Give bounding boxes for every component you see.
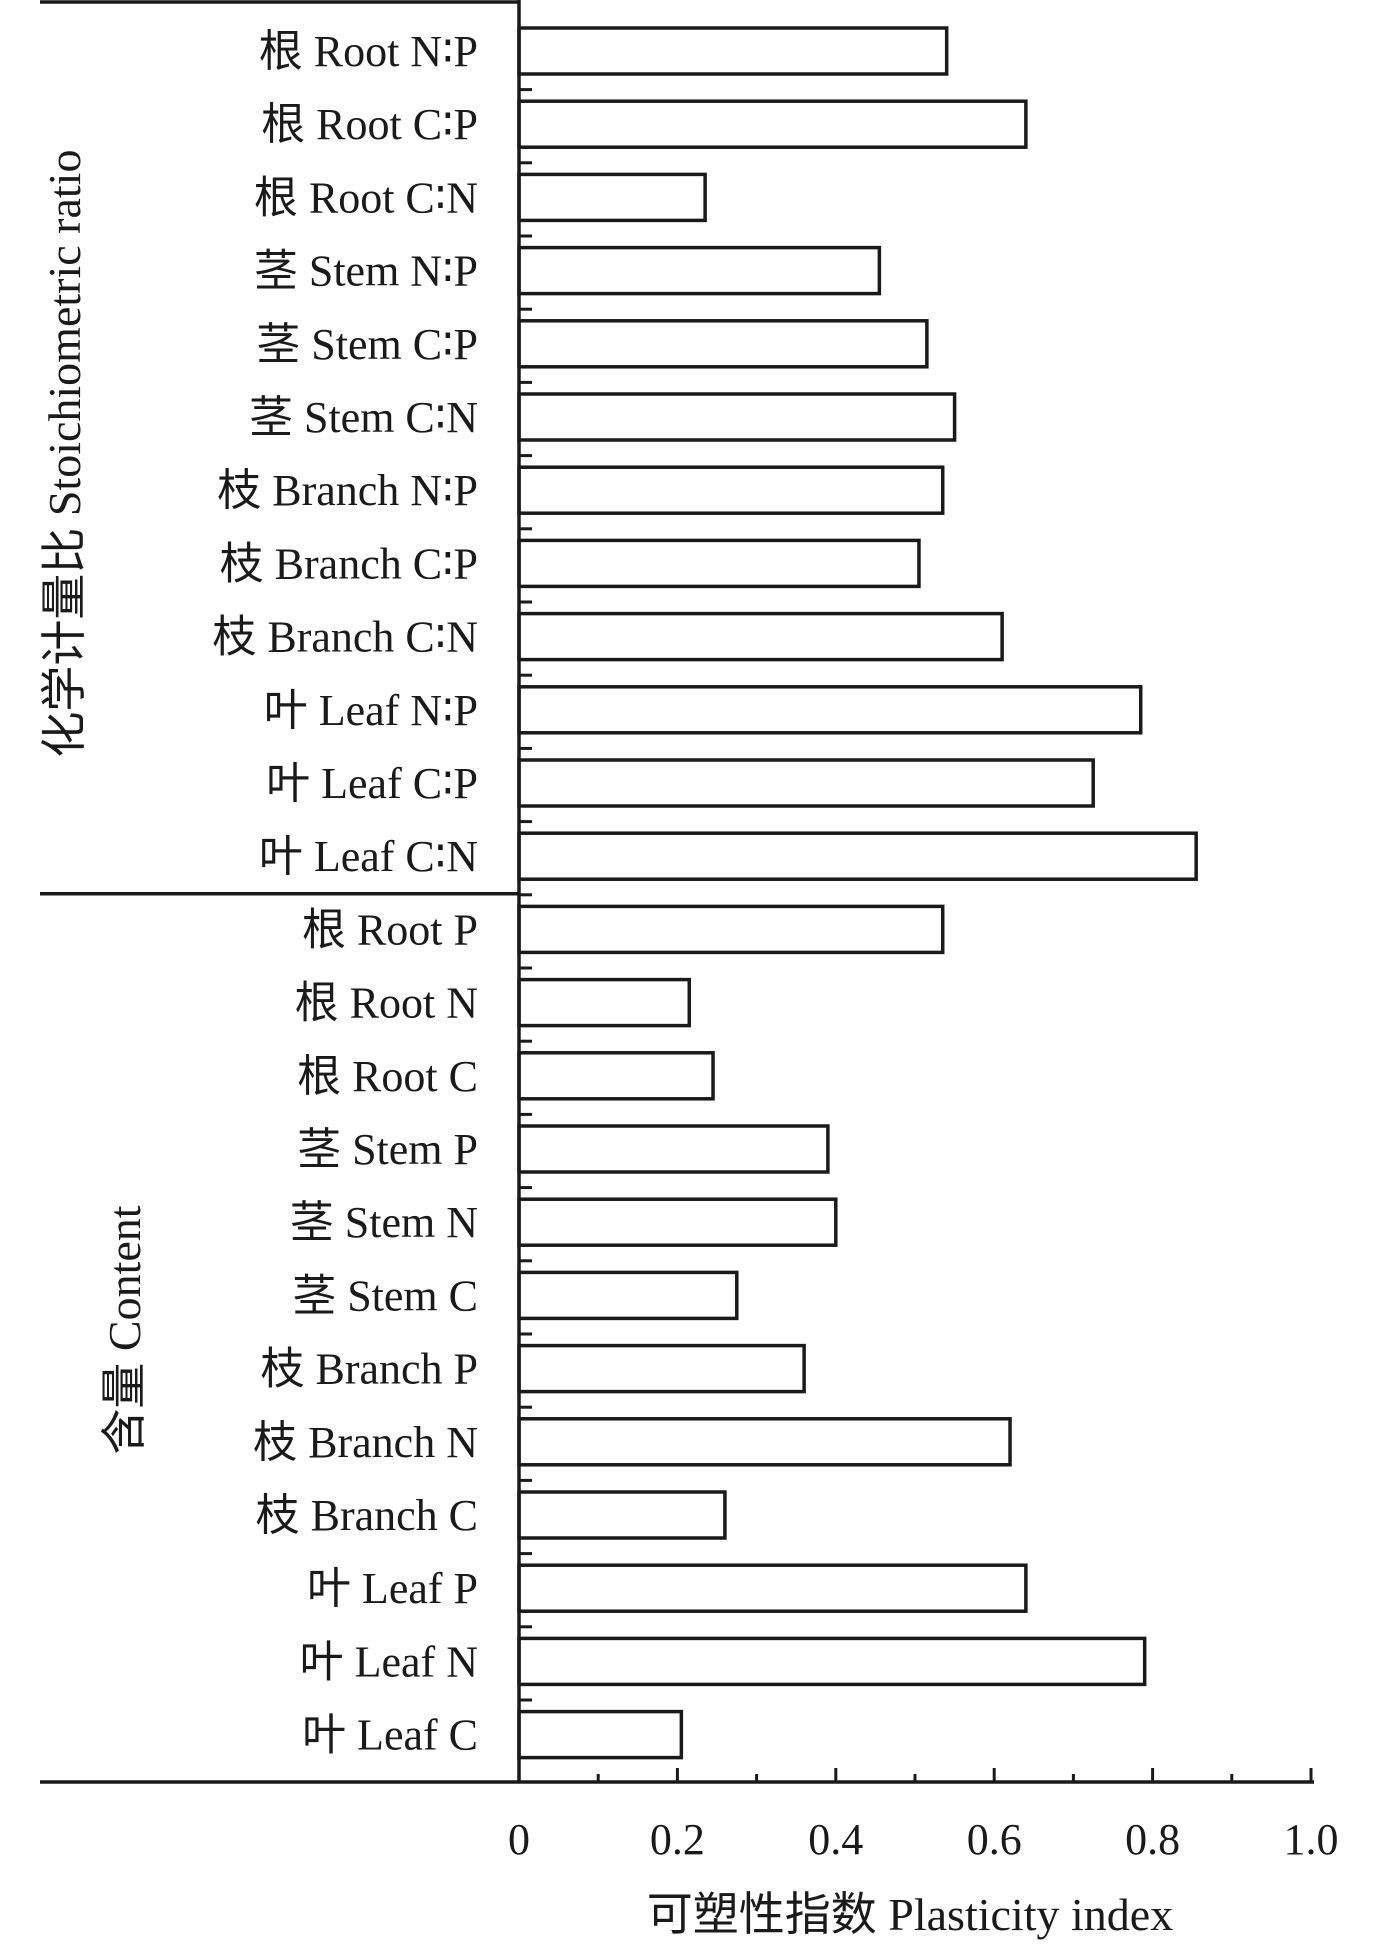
bar-1-0 <box>517 904 945 955</box>
x-axis-title: 可塑性指数 Plasticity index <box>647 1889 1173 1940</box>
group-title: 化学计量比 Stoichiometric ratio <box>39 150 90 758</box>
bar-1-7 <box>517 1417 1012 1467</box>
category-label: 茎 Stem P <box>297 1125 478 1174</box>
bar-0-6 <box>517 465 945 515</box>
bar-0-11 <box>517 831 1198 881</box>
category-label: 茎 Stem N <box>290 1198 478 1247</box>
ticks-layer <box>517 88 1313 1782</box>
category-label: 枝 Branch N <box>253 1418 478 1467</box>
category-label: 根 Root P <box>302 905 478 954</box>
category-label: 茎 Stem C∶P <box>256 320 478 369</box>
category-label: 叶 Leaf N∶P <box>264 686 478 735</box>
bar-1-9 <box>517 1563 1028 1613</box>
category-label: 根 Root C <box>297 1052 478 1101</box>
category-label: 茎 Stem N∶P <box>254 247 478 296</box>
category-label: 根 Root N <box>295 979 478 1028</box>
bar-0-7 <box>517 538 921 589</box>
group-title: 含量 Content <box>99 1205 150 1454</box>
bar-0-1 <box>517 99 1028 149</box>
bars-layer <box>517 26 1198 1760</box>
bar-0-10 <box>517 758 1095 808</box>
x-tick-label: 0.6 <box>967 1815 1022 1864</box>
bar-1-11 <box>517 1709 684 1760</box>
category-label: 枝 Branch P <box>260 1345 478 1394</box>
bar-1-10 <box>517 1636 1147 1687</box>
x-tick-label: 0 <box>508 1815 530 1864</box>
x-tick-label: 0.4 <box>808 1815 863 1864</box>
bar-0-4 <box>517 319 929 369</box>
bar-1-2 <box>517 1051 715 1101</box>
category-label: 枝 Branch C <box>256 1491 478 1540</box>
x-tick-label: 0.8 <box>1125 1815 1180 1864</box>
bar-0-3 <box>517 245 882 296</box>
bar-0-9 <box>517 685 1143 735</box>
category-label: 叶 Leaf C∶P <box>266 759 478 808</box>
axes-layer <box>40 0 1314 1784</box>
category-label: 叶 Leaf P <box>307 1564 478 1613</box>
category-label: 茎 Stem C <box>292 1271 478 1320</box>
bar-1-8 <box>517 1490 727 1540</box>
category-label: 叶 Leaf C <box>302 1711 478 1760</box>
category-label: 叶 Leaf N <box>300 1637 478 1686</box>
x-tick-label: 0.2 <box>650 1815 705 1864</box>
category-label: 枝 Branch C∶P <box>220 539 478 588</box>
bar-0-2 <box>517 172 707 223</box>
bar-0-5 <box>517 392 957 442</box>
category-label: 根 Root C∶N <box>254 173 478 222</box>
bar-0-8 <box>517 611 1004 662</box>
bar-1-3 <box>517 1124 830 1174</box>
category-label: 叶 Leaf C∶N <box>259 832 478 881</box>
category-label: 茎 Stem C∶N <box>249 393 478 442</box>
category-label: 根 Root N∶P <box>259 27 478 76</box>
bar-0-0 <box>517 26 949 76</box>
bar-1-4 <box>517 1197 838 1247</box>
category-label: 枝 Branch C∶N <box>212 613 478 662</box>
bar-1-5 <box>517 1270 739 1321</box>
bar-1-6 <box>517 1343 806 1394</box>
category-label: 根 Root C∶P <box>261 100 478 149</box>
bar-1-1 <box>517 977 692 1028</box>
labels-layer: 根 Root N∶P 根 Root C∶P 根 Root C∶N 茎 Stem N∶P… <box>39 27 1339 1864</box>
x-tick-label: 1.0 <box>1284 1815 1339 1864</box>
category-label: 枝 Branch N∶P <box>217 466 478 515</box>
